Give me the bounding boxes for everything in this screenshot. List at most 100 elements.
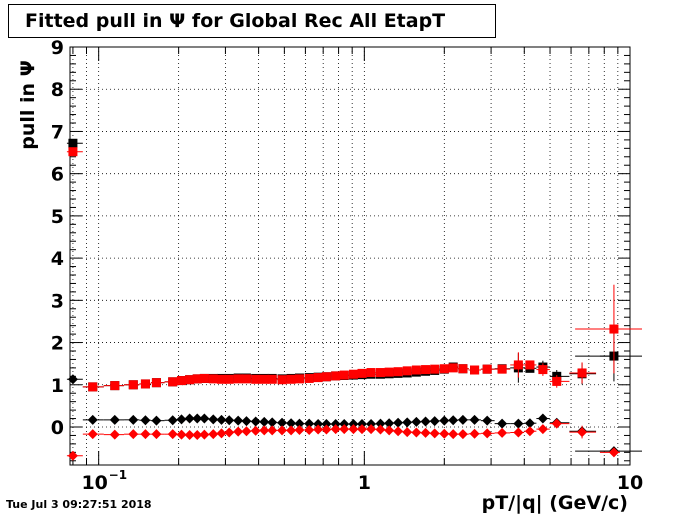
diamond-point bbox=[384, 425, 395, 436]
diamond-point bbox=[224, 415, 235, 426]
x-tick-label: 1 bbox=[358, 472, 371, 494]
diamond-point bbox=[497, 427, 508, 438]
square-point bbox=[185, 375, 195, 385]
diamond-point bbox=[551, 418, 562, 429]
diamond-point bbox=[87, 429, 98, 440]
x-tick-label: 10 bbox=[81, 472, 107, 494]
square-point bbox=[411, 365, 421, 375]
y-tick-label: 9 bbox=[51, 37, 64, 59]
diamond-point bbox=[608, 447, 619, 458]
diamond-point bbox=[109, 414, 120, 425]
square-point bbox=[68, 147, 78, 157]
grid-lines bbox=[70, 47, 630, 465]
diamond-point bbox=[330, 424, 341, 435]
diamond-point bbox=[457, 414, 468, 425]
square-point bbox=[458, 364, 468, 374]
diamond-point bbox=[393, 417, 404, 428]
diamond-point bbox=[259, 425, 270, 436]
y-tick-label: 3 bbox=[51, 290, 64, 312]
square-point bbox=[267, 374, 277, 384]
diamond-point bbox=[267, 425, 278, 436]
diamond-point bbox=[184, 413, 195, 424]
diamond-point bbox=[429, 416, 440, 427]
diamond-point bbox=[537, 413, 548, 424]
x-tick-exponent: −1 bbox=[109, 468, 127, 482]
diamond-point bbox=[429, 428, 440, 439]
diamond-point bbox=[375, 424, 386, 435]
diamond-point bbox=[151, 429, 162, 440]
diamond-point bbox=[259, 416, 270, 427]
y-tick-label: 1 bbox=[51, 375, 64, 397]
square-point bbox=[251, 374, 261, 384]
square-point bbox=[393, 367, 403, 377]
square-point bbox=[168, 377, 178, 387]
square-point bbox=[208, 374, 218, 384]
square-point bbox=[470, 365, 480, 375]
diamond-point bbox=[513, 427, 524, 438]
square-point bbox=[321, 372, 331, 382]
square-point bbox=[233, 374, 243, 384]
diamond-point bbox=[233, 426, 244, 437]
diamond-point bbox=[497, 418, 508, 429]
diamond-point bbox=[321, 424, 332, 435]
square-point bbox=[439, 364, 449, 374]
square-point bbox=[577, 368, 587, 378]
diamond-point bbox=[67, 374, 78, 385]
square-point bbox=[88, 382, 98, 392]
diamond-point bbox=[241, 426, 252, 437]
square-point bbox=[384, 367, 394, 377]
diamond-point bbox=[267, 417, 278, 428]
diamond-point bbox=[109, 429, 120, 440]
diamond-point bbox=[524, 426, 535, 437]
square-point bbox=[339, 370, 349, 380]
square-point bbox=[366, 368, 376, 378]
square-point bbox=[286, 374, 296, 384]
y-tick-label: 5 bbox=[51, 206, 64, 228]
diamond-point bbox=[469, 428, 480, 439]
timestamp: Tue Jul 3 09:27:51 2018 bbox=[6, 498, 152, 511]
square-point bbox=[348, 369, 358, 379]
diamond-point bbox=[420, 416, 431, 427]
diamond-point bbox=[513, 418, 524, 429]
y-axis-label: pull in Ψ bbox=[17, 60, 39, 150]
square-point bbox=[482, 364, 492, 374]
diamond-point bbox=[420, 427, 431, 438]
x-axis-label: pT/|q| (GeV/c) bbox=[482, 492, 628, 514]
diamond-point bbox=[208, 429, 219, 440]
square-point bbox=[538, 365, 548, 375]
square-point bbox=[140, 379, 150, 389]
diamond-point bbox=[192, 413, 203, 424]
diamond-point bbox=[402, 427, 413, 438]
diamond-point bbox=[224, 427, 235, 438]
diamond-point bbox=[167, 415, 178, 426]
diamond-point bbox=[151, 415, 162, 426]
square-point bbox=[199, 373, 209, 383]
diamond-point bbox=[375, 418, 386, 429]
square-point bbox=[525, 360, 535, 370]
square-point bbox=[421, 365, 431, 375]
square-point bbox=[357, 368, 367, 378]
square-point bbox=[224, 374, 234, 384]
square-point bbox=[259, 374, 269, 384]
square-point bbox=[110, 381, 120, 391]
diamond-point bbox=[199, 429, 210, 440]
diamond-point bbox=[87, 414, 98, 425]
diamond-point bbox=[457, 429, 468, 440]
diamond-point bbox=[348, 424, 359, 435]
y-tick-label: 4 bbox=[51, 248, 64, 270]
square-point bbox=[609, 324, 619, 334]
diamond-point bbox=[339, 424, 350, 435]
diamond-point bbox=[140, 429, 151, 440]
diamond-point bbox=[313, 419, 324, 430]
y-tick-label: 8 bbox=[51, 79, 64, 101]
diamond-point bbox=[184, 430, 195, 441]
diamond-point bbox=[233, 415, 244, 426]
square-point bbox=[294, 374, 304, 384]
diamond-point bbox=[286, 425, 297, 436]
y-tick-label: 7 bbox=[51, 121, 64, 143]
diamond-point bbox=[482, 428, 493, 439]
square-point bbox=[192, 374, 202, 384]
chart-title: Fitted pull in Ψ for Global Rec All Etap… bbox=[8, 4, 496, 38]
x-tick-label: 10 bbox=[617, 472, 643, 494]
